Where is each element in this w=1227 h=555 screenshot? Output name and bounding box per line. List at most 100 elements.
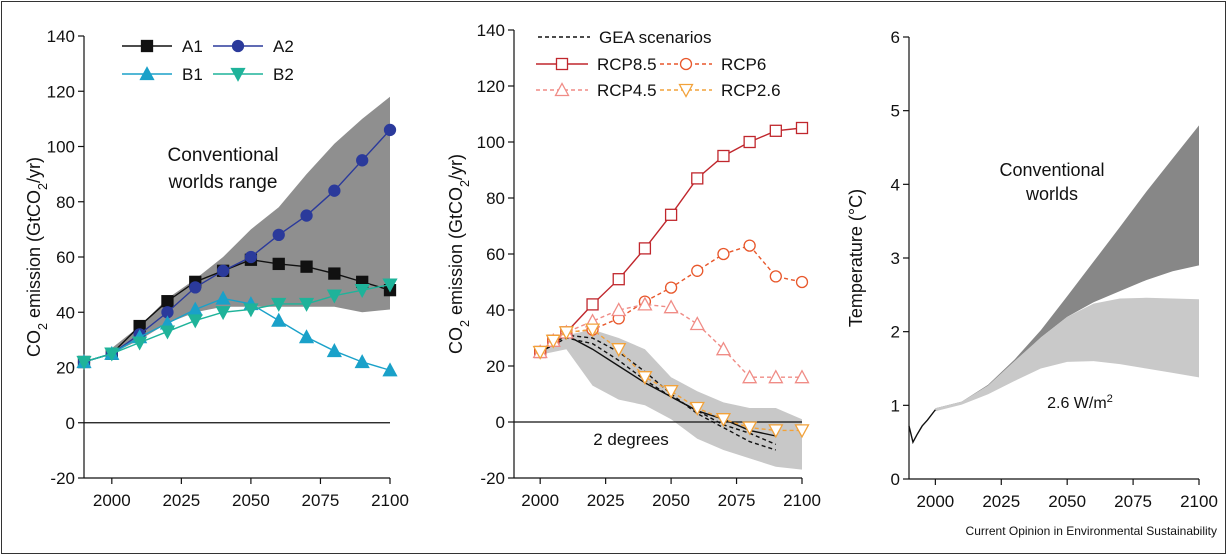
x-tick-label: 2050 bbox=[232, 491, 270, 510]
data-point bbox=[298, 297, 315, 312]
data-point bbox=[159, 325, 176, 340]
data-point bbox=[300, 209, 313, 222]
data-point bbox=[326, 343, 342, 358]
legend-label: GEA scenarios bbox=[599, 28, 711, 47]
data-point bbox=[584, 323, 601, 338]
x-tick-label: 2025 bbox=[587, 491, 625, 510]
y-tick-label: 80 bbox=[56, 193, 75, 212]
data-point bbox=[638, 242, 652, 255]
x-tick-label: 2025 bbox=[162, 491, 200, 510]
legend-marker bbox=[555, 57, 569, 71]
data-point bbox=[215, 306, 231, 321]
data-point bbox=[689, 316, 705, 331]
x-tick-label: 2000 bbox=[916, 492, 954, 511]
legend-item-gea-scenarios: GEA scenarios bbox=[538, 28, 711, 47]
legend-item-rcp6: RCP6 bbox=[660, 55, 766, 74]
y-tick-label: 60 bbox=[486, 245, 505, 264]
y-tick-label: 140 bbox=[477, 21, 505, 40]
data-point bbox=[243, 303, 259, 318]
data-point bbox=[216, 264, 230, 277]
y-tick-label: 4 bbox=[891, 175, 900, 194]
legend-label: RCP2.6 bbox=[721, 81, 781, 100]
annotation-2-degrees: 2 degrees bbox=[593, 430, 669, 449]
data-point bbox=[189, 281, 202, 294]
data-point bbox=[664, 208, 678, 221]
y-tick-label: 5 bbox=[891, 102, 900, 121]
data-point bbox=[382, 362, 398, 377]
data-point bbox=[328, 184, 341, 197]
data-point bbox=[382, 278, 398, 293]
rcp-scenarios-panel: -20 0 20 40 60 80 100 120 140 2000 2025 2050 2075 210… bbox=[446, 21, 821, 510]
legend-item-rcp8-5: RCP8.5 bbox=[536, 55, 657, 74]
x-tick-label: 2050 bbox=[1048, 492, 1086, 511]
x-tick-label: 2100 bbox=[1180, 492, 1218, 511]
legend-label: RCP4.5 bbox=[597, 81, 657, 100]
y-tick-label: 40 bbox=[56, 303, 75, 322]
y-tick-label: 140 bbox=[47, 27, 75, 46]
data-point bbox=[715, 341, 732, 356]
y-tick-label: 20 bbox=[486, 357, 505, 376]
data-point bbox=[611, 343, 627, 358]
y-tick-label: 3 bbox=[891, 249, 900, 268]
data-point bbox=[769, 124, 782, 137]
data-point bbox=[76, 355, 92, 370]
legend-item-rcp2-6: RCP2.6 bbox=[660, 81, 781, 100]
data-point bbox=[383, 123, 397, 137]
temperature-panel: 0 1 2 3 4 5 6 2000 2025 2050 2075 2100 Temperature (… bbox=[846, 28, 1218, 511]
y-axis-label: CO2 emission (GtCO2/yr) bbox=[24, 157, 50, 357]
data-point bbox=[354, 354, 370, 369]
data-point bbox=[545, 334, 561, 349]
y-tick-label: 40 bbox=[486, 301, 505, 320]
data-point bbox=[743, 135, 756, 149]
data-point bbox=[637, 371, 653, 386]
data-point bbox=[742, 369, 758, 384]
legend-marker bbox=[140, 39, 154, 53]
data-point bbox=[664, 281, 678, 294]
range-band-2-6-w-m2 bbox=[935, 297, 1199, 412]
legend-marker bbox=[230, 67, 246, 82]
data-point bbox=[743, 239, 756, 252]
data-point bbox=[611, 302, 627, 317]
data-point bbox=[689, 401, 705, 416]
data-point bbox=[187, 314, 203, 329]
data-point bbox=[769, 270, 782, 283]
y-tick-label: 80 bbox=[486, 189, 505, 208]
data-point bbox=[272, 257, 285, 271]
legend-marker bbox=[231, 39, 245, 53]
y-axis-label: Temperature (°C) bbox=[846, 189, 866, 327]
legend-item-rcp4-5: RCP4.5 bbox=[536, 81, 657, 100]
data-point bbox=[272, 228, 285, 242]
y-tick-label: 0 bbox=[496, 413, 505, 432]
x-tick-label: 2025 bbox=[982, 492, 1020, 511]
legend-item-a2: A2 bbox=[213, 37, 294, 56]
y-tick-label: -20 bbox=[480, 469, 505, 488]
series-line bbox=[539, 334, 777, 451]
legend: A1 A2 B1 B2 bbox=[122, 37, 294, 84]
legend-label: B1 bbox=[182, 65, 203, 84]
data-point bbox=[691, 172, 704, 185]
y-tick-label: 6 bbox=[891, 28, 900, 47]
data-point bbox=[612, 273, 625, 286]
legend-label: RCP8.5 bbox=[597, 55, 657, 74]
data-point bbox=[215, 290, 231, 305]
journal-credit: Current Opinion in Environmental Sustain… bbox=[966, 524, 1217, 538]
legend-item-b1: B1 bbox=[122, 65, 203, 84]
data-point bbox=[271, 297, 287, 312]
legend-item-b2: B2 bbox=[213, 65, 294, 84]
y-axis-label: CO2 emission (GtCO2/yr) bbox=[446, 154, 472, 354]
x-tick-label: 2000 bbox=[93, 491, 131, 510]
data-point bbox=[326, 289, 342, 304]
annotation-conventional-worlds: Conventional worlds bbox=[999, 160, 1104, 204]
data-point bbox=[768, 369, 784, 384]
legend: GEA scenarios RCP8.5 RCP6 RCP4.5 RCP2.6 bbox=[536, 28, 781, 100]
x-tick-label: 2100 bbox=[371, 491, 409, 510]
x-tick-label: 2075 bbox=[1114, 492, 1152, 511]
legend-label: A2 bbox=[273, 37, 294, 56]
y-tick-label: 0 bbox=[891, 470, 900, 489]
data-point bbox=[244, 250, 258, 264]
data-point bbox=[691, 264, 704, 277]
series-rcp2-6 bbox=[532, 323, 810, 439]
range-band-conventional-worlds-range bbox=[111, 96, 391, 354]
data-point bbox=[742, 421, 758, 436]
